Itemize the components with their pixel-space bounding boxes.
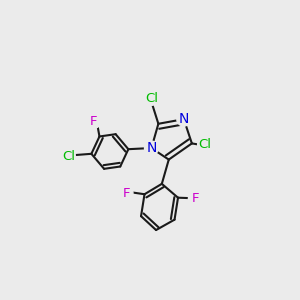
Circle shape [145,141,158,155]
Circle shape [177,112,191,126]
Text: F: F [90,115,98,128]
Circle shape [87,115,100,128]
Circle shape [61,149,75,163]
Text: N: N [146,141,157,155]
Text: F: F [192,192,199,206]
Text: Cl: Cl [62,150,75,163]
Text: N: N [178,112,189,126]
Circle shape [119,186,133,200]
Text: Cl: Cl [145,92,158,105]
Circle shape [188,192,202,206]
Circle shape [145,92,158,105]
Text: Cl: Cl [198,138,211,151]
Circle shape [198,138,212,152]
Text: F: F [122,187,130,200]
